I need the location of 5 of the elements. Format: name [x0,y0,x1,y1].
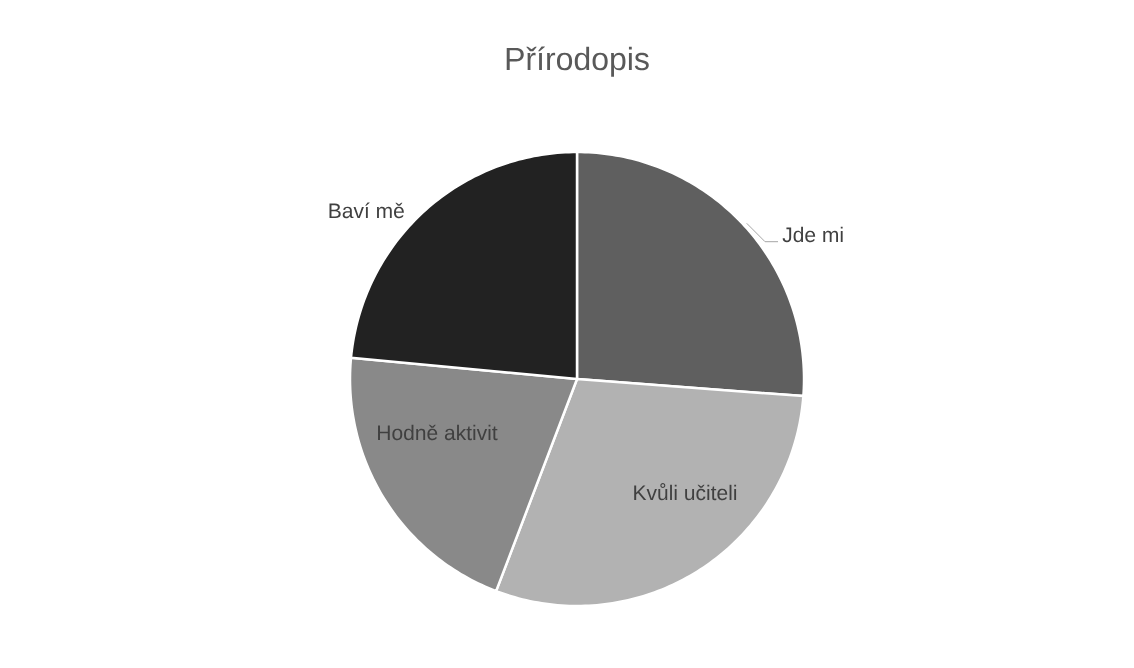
slice-label: Jde mi [782,226,843,243]
slice-label: Baví mě [329,202,404,219]
slice-label: Hodně aktivit [378,424,498,441]
slice-label: Kvůli učiteli [634,483,737,501]
chart-title: Přírodopis [506,46,649,77]
